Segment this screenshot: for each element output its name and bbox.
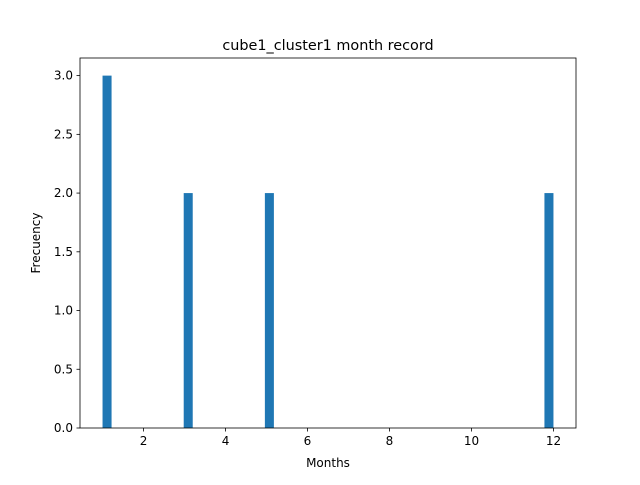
bar-0 xyxy=(102,75,112,428)
y-tick-label: 0.0 xyxy=(54,421,73,435)
x-tick-label: 6 xyxy=(304,434,312,448)
y-tick-label: 1.5 xyxy=(54,245,73,259)
y-axis-label: Frecuency xyxy=(29,213,43,274)
chart-title: cube1_cluster1 month record xyxy=(222,38,433,54)
x-axis-ticks: 2 4 6 8 10 12 xyxy=(140,428,561,448)
plot-frame xyxy=(79,57,577,429)
x-tick-label: 8 xyxy=(386,434,394,448)
bar-2 xyxy=(264,193,274,428)
bars-layer xyxy=(102,75,554,428)
y-tick-label: 2.5 xyxy=(54,127,73,141)
y-axis-ticks: 0.0 0.5 1.0 1.5 2.0 2.5 3.0 xyxy=(54,69,80,435)
y-tick-label: 3.0 xyxy=(54,69,73,83)
x-tick-label: 4 xyxy=(222,434,230,448)
x-tick-label: 2 xyxy=(140,434,148,448)
x-tick-label: 10 xyxy=(464,434,479,448)
bar-3 xyxy=(544,193,554,428)
y-tick-label: 1.0 xyxy=(54,304,73,318)
x-tick-label: 12 xyxy=(546,434,561,448)
y-tick-label: 0.5 xyxy=(54,362,73,376)
y-tick-label: 2.0 xyxy=(54,186,73,200)
x-axis-label: Months xyxy=(306,456,350,470)
bar-1 xyxy=(183,193,193,428)
